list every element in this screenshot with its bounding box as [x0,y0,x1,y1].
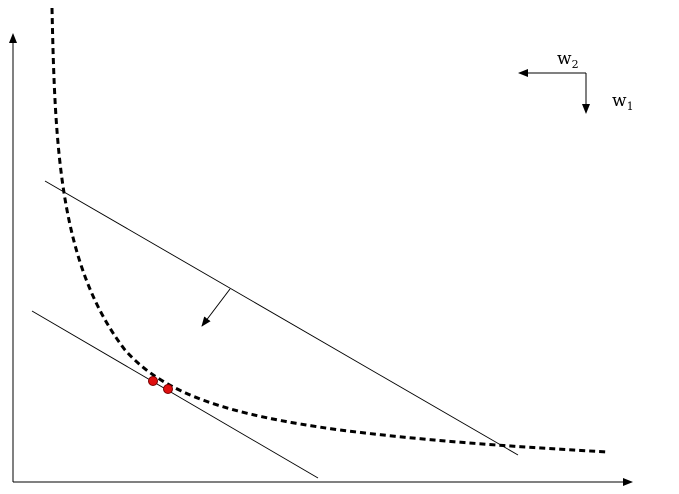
shift-arrow [201,288,231,327]
w1-label: w1 [612,91,634,113]
dashed-curve [50,7,609,454]
tangent-point-1 [148,376,158,386]
lower-line [31,310,319,479]
tangent-point-2 [163,384,173,394]
upper-line [44,180,519,456]
w2-label: w2 [557,49,579,71]
